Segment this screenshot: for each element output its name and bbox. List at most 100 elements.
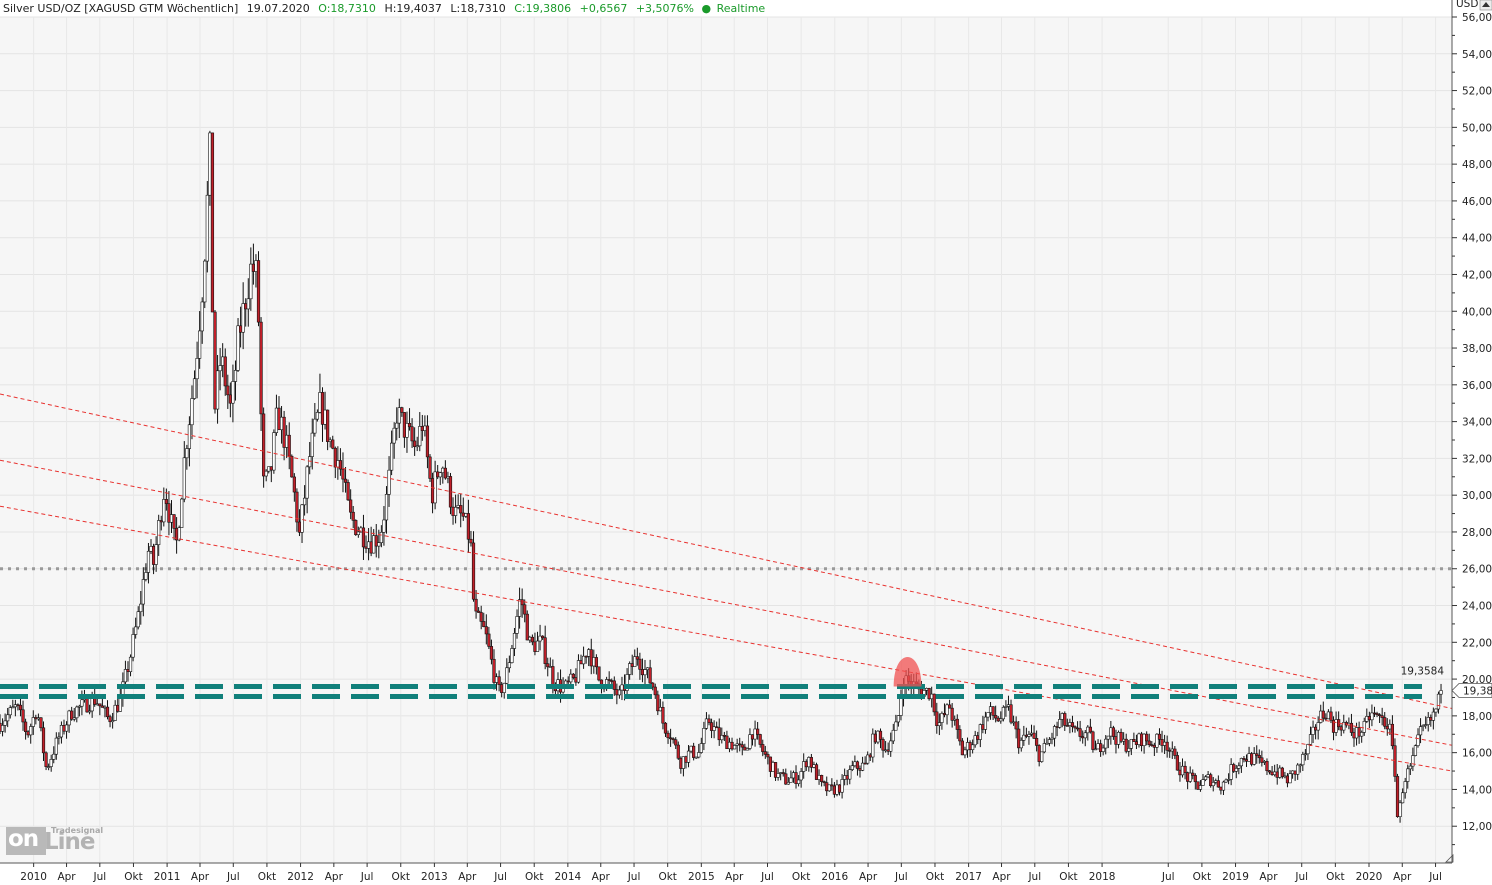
candle-body [1424,724,1428,726]
candle-body [1168,750,1172,752]
x-tick-label: 2011 [154,871,181,883]
candle-body [533,641,537,652]
candle-body [991,706,995,716]
candle-body [1001,707,1005,720]
candle-body [986,712,990,718]
logo-word-on: on [8,826,39,852]
candle-body [1401,792,1405,804]
candle-body [285,434,289,448]
candle-body [441,467,445,474]
resize-corner-icon[interactable] [1445,854,1454,863]
candle-body [1116,732,1121,745]
candle-body [0,725,5,732]
candle-body [384,494,389,521]
candle-body [397,407,401,424]
candle-body [244,303,248,310]
candle-body [1385,725,1389,730]
candle-body [226,385,230,396]
candle-body [98,703,102,707]
candle-body [172,514,176,529]
realtime-dot-icon: ● [702,2,712,15]
candle-body [469,538,473,544]
candle-body [884,749,888,752]
candle-body [282,416,286,448]
candle-body [146,550,151,573]
candle-body [67,710,71,726]
candle-body [953,718,957,721]
candle-body [1334,719,1338,733]
candle-body [438,472,442,478]
candle-body [1029,732,1034,735]
candle-body [1216,780,1220,788]
candle-body [428,456,432,479]
candle-body [100,705,104,708]
header-change: +0,6567 [580,2,628,15]
candle-body [781,772,785,775]
candle-body [1229,764,1233,780]
candle-body [740,744,744,748]
header-low: L:18,7310 [450,2,505,15]
highlight-shape [893,656,922,687]
x-tick-label: Apr [458,871,477,883]
candle-body [262,413,266,477]
candle-body [31,717,35,727]
candle-body [1360,732,1364,737]
support-zone [0,683,1422,700]
candle-body [392,427,396,444]
candle-body [832,785,837,795]
candle-body [497,676,501,685]
candle-body [850,765,854,770]
candle-body [1421,725,1425,727]
y-axis: 12,00014,00016,00018,00020,00022,00024,0… [1452,12,1492,846]
candle-body [1006,704,1011,707]
candle-body [702,728,706,744]
candle-body [1326,711,1331,720]
candle-body [689,745,693,752]
candle-body [1214,780,1218,783]
candle-body [1375,713,1379,715]
candle-body [215,370,220,410]
candle-body [1045,742,1049,745]
candle-body [1265,761,1269,772]
candle-body [684,756,688,763]
candle-body [1280,767,1284,777]
candle-body [390,442,394,471]
candle-body [983,716,988,730]
candle-body [761,744,765,752]
candle-body [896,715,901,723]
candle-body [23,721,28,732]
candle-body [1411,755,1415,767]
y-tick-label: 48,000 [1462,159,1492,171]
x-tick-label: 2010 [20,871,47,883]
candle-body [581,655,586,665]
candle-body [658,706,662,712]
candle-body [420,426,424,431]
candle-body [482,621,486,627]
candle-body [758,734,762,745]
highlight-area [893,656,922,687]
candle-body [1237,765,1241,769]
candle-body [1134,741,1139,745]
candle-body [1093,748,1098,751]
header-date: 19.07.2020 [247,2,310,15]
candle-body [494,676,499,683]
candle-body [1288,773,1292,784]
candle-body [930,693,934,700]
candle-body [715,726,719,729]
candle-body [1011,721,1016,724]
candle-body [461,512,465,517]
candle-body [973,735,977,746]
candle-body [1183,765,1187,773]
y-tick-label: 22,000 [1462,637,1492,649]
candle-body [1250,753,1254,765]
candle-body [1155,733,1159,748]
candle-body [1262,761,1267,763]
candle-body [1365,716,1369,722]
candle-body [881,739,885,751]
candle-body [753,728,757,740]
candle-body [1378,714,1382,716]
candle-body [1206,774,1210,778]
y-tick-label: 42,000 [1462,269,1492,281]
candle-body [443,467,447,479]
candle-body [364,546,368,549]
